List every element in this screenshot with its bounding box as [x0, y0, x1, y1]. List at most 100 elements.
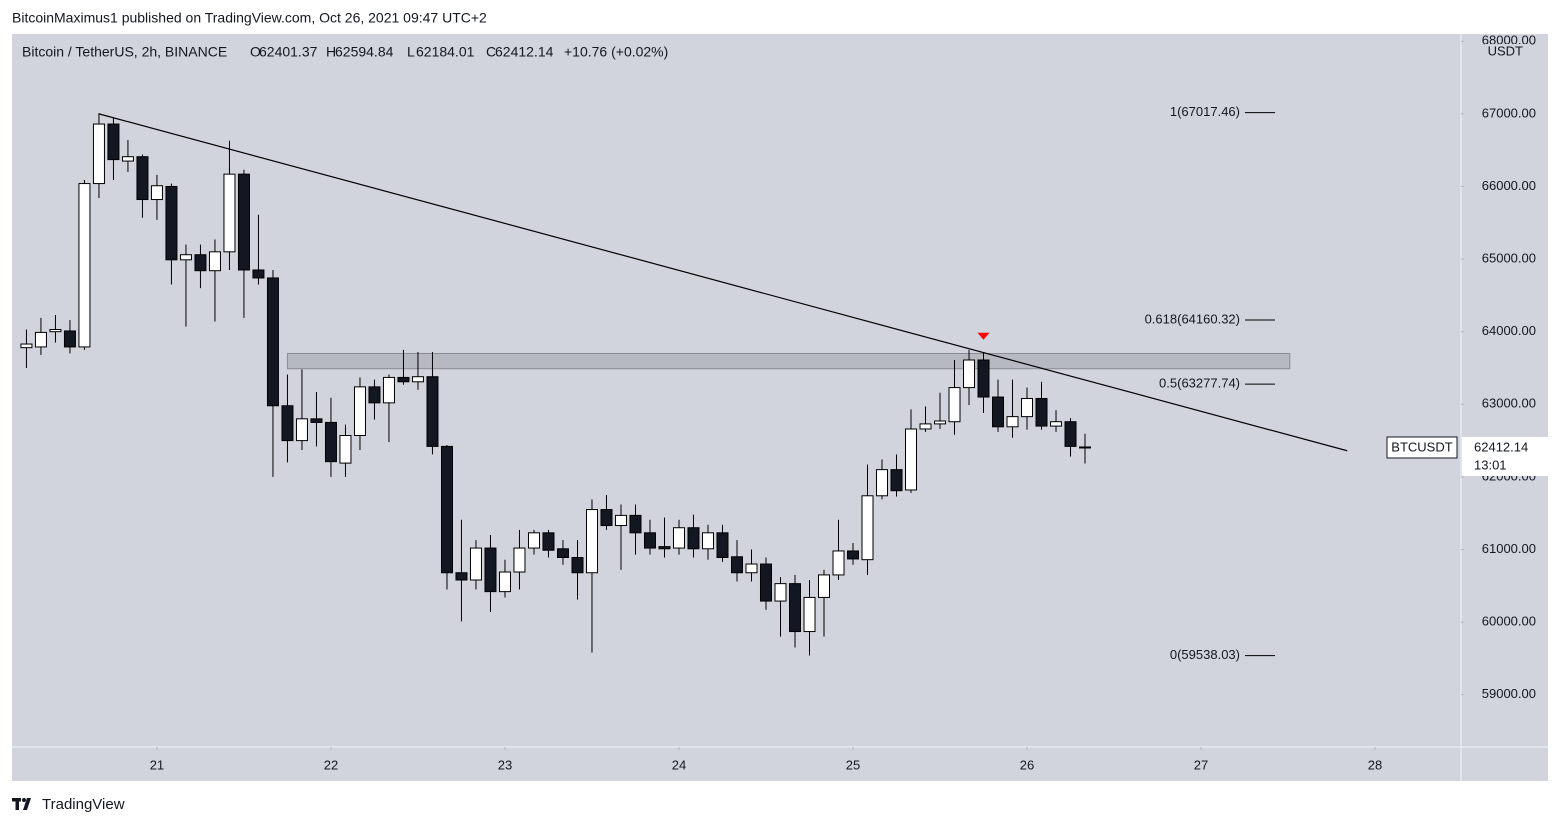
candle-body-up — [498, 571, 511, 593]
candle-body-down — [977, 359, 990, 398]
candle-body-down — [194, 254, 207, 272]
resistance-zone — [286, 352, 1291, 370]
candle-body-up — [817, 574, 830, 598]
candle-body-up — [1006, 416, 1019, 428]
ohlc-value: 62401.37 — [259, 44, 318, 60]
candle-body-down — [847, 550, 860, 560]
y-tick-label: 60000.00 — [1482, 614, 1536, 629]
brand-logo — [12, 798, 31, 810]
candle-body-up — [513, 547, 526, 573]
candle-body-up — [121, 156, 134, 162]
candle-body-up — [527, 532, 540, 549]
candle-body-up — [745, 563, 758, 574]
ohlc-value: 62412.14 — [495, 44, 554, 60]
candle-body-down — [759, 563, 772, 602]
signal-marker — [977, 332, 990, 340]
y-tick-label: 61000.00 — [1482, 541, 1536, 556]
candle-body-up — [876, 469, 889, 497]
candle-body-up — [339, 435, 352, 464]
candle-body-down — [890, 469, 903, 492]
symbol-box — [1386, 436, 1458, 459]
ohlc-letter: C — [486, 44, 496, 60]
candle-body-up — [208, 251, 221, 272]
candle-body-up — [1079, 446, 1092, 449]
candle-body-up — [701, 532, 714, 550]
candle-body-up — [774, 583, 787, 602]
candle-body-down — [658, 546, 671, 550]
x-tick-label: 21 — [150, 757, 164, 772]
trendline — [98, 113, 1348, 452]
candle-body-down — [281, 405, 294, 442]
candle-body-up — [20, 343, 33, 349]
price-change: +10.76 (+0.02%) — [564, 44, 668, 60]
last-price: 62412.14 — [1474, 439, 1528, 454]
candle-body-down — [107, 123, 120, 161]
published-note: BitcoinMaximus1 published on TradingView… — [12, 10, 487, 26]
candle-body-down — [455, 572, 468, 581]
candle-body-up — [948, 387, 961, 423]
candle-body-down — [237, 173, 250, 271]
ohlc-letter: O — [250, 44, 261, 60]
plot-area: 1(67017.46) 0.618(64160.32) 0.5(63277.74) 0… — [20, 104, 1348, 662]
x-tick-label: 23 — [498, 757, 512, 772]
candle-body-down — [440, 445, 453, 574]
x-tick-label: 28 — [1368, 757, 1382, 772]
candle-body-down — [397, 376, 410, 383]
candle-body-up — [1021, 397, 1034, 418]
candle-body-down — [165, 185, 178, 261]
candle-body-up — [585, 509, 598, 574]
candle-body-down — [643, 532, 656, 549]
logo-part — [23, 798, 31, 810]
price-box — [1462, 436, 1548, 476]
candle-body-up — [353, 386, 366, 437]
candle-body-up — [832, 550, 845, 576]
symbol-legend: Bitcoin / TetherUS, 2h, BINANCE O62401.37… — [22, 44, 668, 60]
unit-backdrop — [1485, 44, 1529, 60]
candle-body-up — [469, 547, 482, 581]
chart-background — [12, 34, 1548, 781]
y-tick-label: 59000.00 — [1482, 686, 1536, 701]
candle-body-down — [600, 509, 613, 527]
candle-body-up — [223, 173, 236, 253]
candle-body-up — [934, 420, 947, 425]
brand-name: TradingView — [42, 796, 125, 813]
candle-body-down — [368, 386, 381, 404]
fib-label: 1(67017.46) — [1170, 104, 1240, 119]
candle-body-down — [687, 527, 700, 550]
candle-body-up — [803, 596, 816, 633]
x-tick-label: 22 — [324, 757, 338, 772]
ohlc-value: 62594.84 — [335, 44, 394, 60]
candle-body-up — [150, 185, 163, 201]
candle-body-down — [992, 396, 1005, 428]
candle-body-down — [716, 532, 729, 558]
candle-body-down — [266, 277, 279, 407]
candle-body-up — [382, 376, 395, 404]
ohlc-letter: L — [407, 44, 415, 60]
y-tick-label: 66000.00 — [1482, 178, 1536, 193]
logo-part — [22, 798, 26, 802]
candle-body-up — [411, 376, 424, 383]
candle-body-up — [295, 418, 308, 442]
candle-body-down — [136, 156, 149, 201]
axis-unit: USDT — [1488, 43, 1523, 58]
candle-body-down — [324, 421, 337, 463]
ohlc-value: 62184.01 — [416, 44, 475, 60]
logo-part — [15, 798, 19, 810]
candle-body-up — [49, 329, 62, 333]
candle-body-down — [426, 376, 439, 447]
ohlc-letter: H — [326, 44, 336, 60]
candle-body-down — [63, 330, 76, 348]
fib-label: 0.5(63277.74) — [1159, 376, 1240, 391]
candle-body-down — [789, 583, 802, 633]
candle-body-down — [1035, 397, 1048, 427]
candle-body-down — [556, 548, 569, 558]
candle-body-down — [310, 418, 323, 423]
candle-body-up — [861, 495, 874, 561]
x-tick-label: 24 — [672, 757, 686, 772]
y-tick-label: 64000.00 — [1482, 323, 1536, 338]
candle-body-down — [1064, 421, 1077, 447]
y-tick-label: 63000.00 — [1482, 396, 1536, 411]
fib-label: 0.618(64160.32) — [1145, 311, 1240, 326]
y-tick-label: 65000.00 — [1482, 251, 1536, 266]
